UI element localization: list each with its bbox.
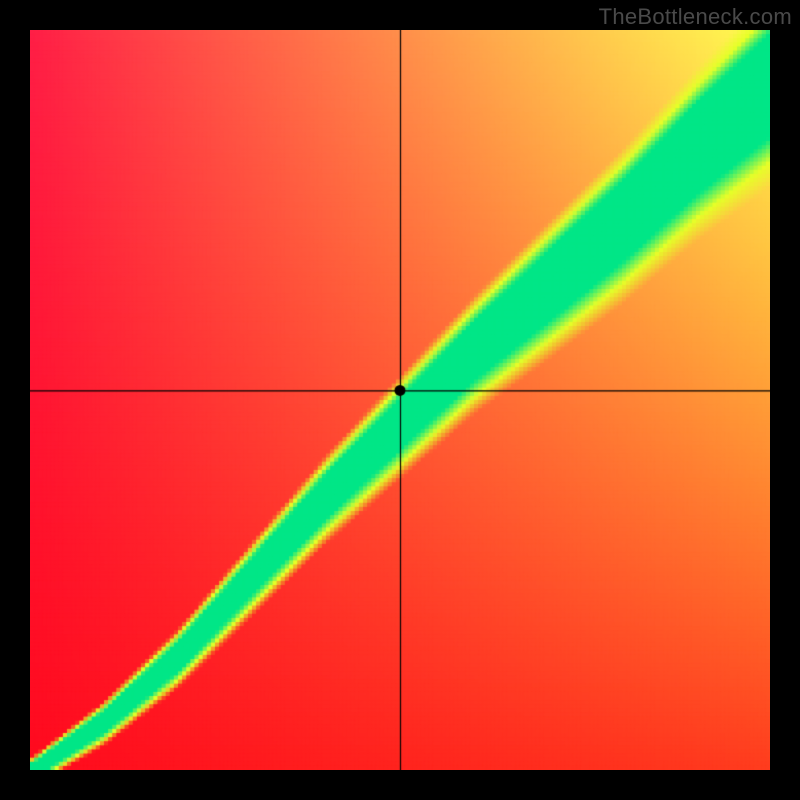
attribution-text: TheBottleneck.com [599, 4, 792, 30]
heatmap-plot [30, 30, 770, 770]
heatmap-canvas [30, 30, 770, 770]
